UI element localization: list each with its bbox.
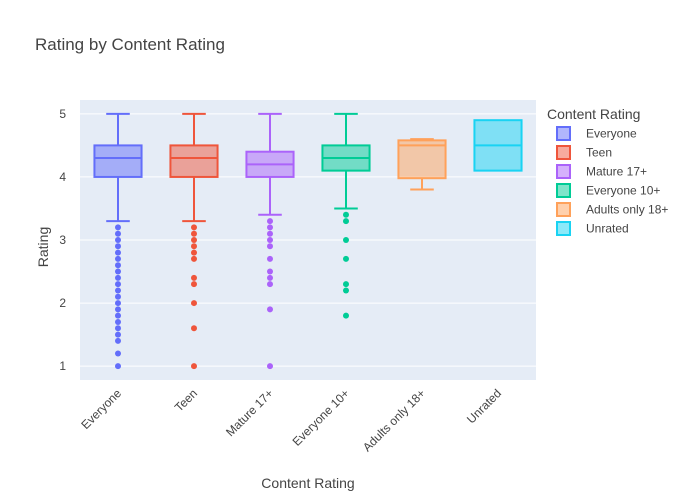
outlier-point [115,274,121,281]
legend-title: Content Rating [547,106,640,122]
outlier-point [267,218,273,225]
outlier-point [267,363,273,370]
outlier-point [115,255,121,262]
outlier-point [343,218,349,225]
legend-swatch [556,126,571,141]
legend-swatch [556,183,571,198]
outlier-point [343,287,349,294]
outlier-point [267,230,273,237]
outlier-point [115,243,121,250]
box-0 [93,112,143,370]
legend-label: Unrated [586,222,629,236]
y-tick-label: 4 [59,170,66,184]
outlier-point [191,249,197,256]
legend-label: Everyone [586,127,637,141]
outlier-point [115,281,121,288]
outlier-point [191,230,197,237]
legend-item-2: Mature 17+ [556,164,647,179]
outlier-point [115,331,121,338]
legend-label: Mature 17+ [586,165,647,179]
outlier-point [115,318,121,325]
outlier-point [115,325,121,332]
iqr-box [169,144,219,178]
box-5 [473,119,523,172]
y-axis-title: Rating [35,227,51,267]
legend-item-5: Unrated [556,221,629,236]
outlier-point [115,337,121,344]
y-tick-label: 5 [59,107,66,121]
legend-label: Teen [586,146,612,160]
outlier-point [115,262,121,269]
iqr-box [93,144,143,178]
box-2 [245,112,295,370]
legend-swatch [556,145,571,160]
outlier-point [191,237,197,243]
outlier-point [115,287,121,294]
outlier-point [267,237,273,243]
box-3 [321,112,371,319]
legend-item-3: Everyone 10+ [556,183,660,198]
outlier-point [343,312,349,319]
outlier-point [267,306,273,313]
outlier-point [191,243,197,250]
legend-item-1: Teen [556,145,612,160]
grid-lines [80,113,536,367]
legend-swatch [556,164,571,179]
outlier-point [267,255,273,262]
legend-swatch [556,221,571,236]
outlier-point [267,274,273,281]
x-axis-title: Content Rating [261,475,354,491]
legend-item-0: Everyone [556,126,637,141]
outlier-point [343,255,349,262]
outlier-point [267,243,273,250]
outlier-point [267,224,273,231]
legend-items: Everyone Teen Mature 17+ Everyone 10+ Adults… [556,126,668,236]
y-tick-label: 3 [59,233,66,247]
outlier-point [191,255,197,262]
y-tick-label: 2 [59,296,66,310]
outlier-point [115,237,121,243]
outlier-point [115,312,121,319]
y-axis-ticks: 1 2 3 4 5 [59,107,66,373]
outlier-point [115,300,121,307]
outlier-point [115,293,121,300]
box-series [93,112,523,370]
legend-label: Everyone 10+ [586,184,660,198]
legend-swatch [556,202,571,217]
outlier-point [267,268,273,275]
outlier-point [191,363,197,370]
outlier-point [343,281,349,288]
outlier-point [191,224,197,231]
box-4 [397,138,447,191]
outlier-point [115,224,121,231]
outlier-point [115,363,121,370]
outlier-point [191,300,197,307]
outlier-point [115,350,121,357]
legend-item-4: Adults only 18+ [556,202,668,217]
outlier-point [267,281,273,288]
outlier-point [343,237,349,243]
box-1 [169,112,219,370]
outlier-point [191,281,197,288]
legend-label: Adults only 18+ [586,203,668,217]
outlier-point [191,274,197,281]
outlier-point [343,211,349,218]
outlier-point [115,268,121,275]
chart-title: Rating by Content Rating [35,35,225,54]
y-tick-label: 1 [59,359,66,373]
outlier-point [191,325,197,332]
outlier-point [115,249,121,256]
outlier-point [115,306,121,313]
iqr-box [397,139,447,180]
outlier-point [115,230,121,237]
